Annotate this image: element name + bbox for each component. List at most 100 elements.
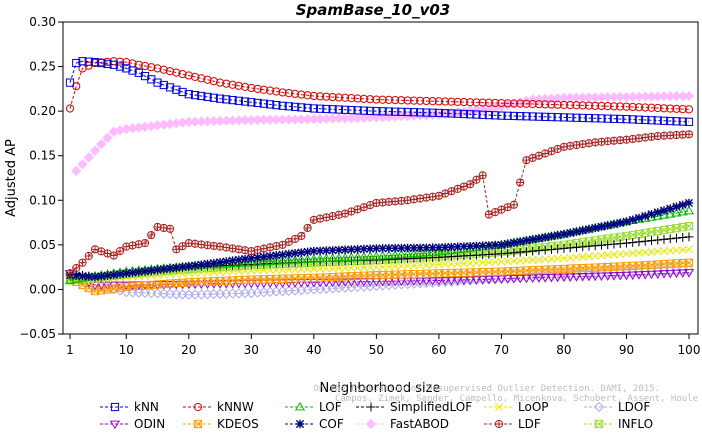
data-point-cof xyxy=(359,244,369,254)
data-point-cof xyxy=(315,246,325,256)
data-point-loop xyxy=(653,247,662,256)
data-point-knn xyxy=(247,98,256,107)
data-point-simplifiedlof xyxy=(634,237,644,247)
data-point-odin xyxy=(258,279,269,289)
data-point-simplifiedlof xyxy=(559,244,569,253)
data-point-odin xyxy=(658,270,670,279)
series-line-loop xyxy=(69,248,690,282)
data-point-knnw xyxy=(165,67,175,76)
legend-item-ldof: LDOF xyxy=(584,400,650,414)
data-point-cof xyxy=(234,255,244,265)
data-point-simplifiedlof xyxy=(540,245,550,255)
data-point-knn xyxy=(672,117,681,126)
data-point-cof xyxy=(440,243,450,252)
data-point-knnw xyxy=(459,97,469,107)
data-point-cof xyxy=(515,237,525,246)
data-point-lof xyxy=(396,249,407,259)
data-point-cof xyxy=(259,252,269,262)
data-point-odin xyxy=(602,272,613,281)
data-point-ldf xyxy=(541,149,549,158)
data-point-lof xyxy=(390,249,401,259)
data-point-lof xyxy=(421,247,432,257)
data-point-knn xyxy=(516,112,525,121)
data-point-loop xyxy=(416,261,425,270)
data-point-ldf xyxy=(66,269,74,277)
data-point-cof xyxy=(122,269,131,278)
data-point-cof xyxy=(340,245,350,254)
data-point-odin xyxy=(321,278,332,288)
data-point-odin xyxy=(671,269,682,279)
data-point-knn xyxy=(228,95,237,105)
data-point-odin xyxy=(683,269,695,278)
data-point-knnw xyxy=(547,100,556,109)
data-point-knn xyxy=(65,78,75,87)
data-point-simplifiedlof xyxy=(603,240,613,250)
data-point-ldf xyxy=(166,225,174,233)
data-point-odin xyxy=(615,271,626,281)
data-point-knn xyxy=(403,107,412,117)
data-point-knn xyxy=(641,115,650,125)
data-point-knnw xyxy=(422,96,431,106)
data-point-cof xyxy=(566,228,575,238)
data-point-odin xyxy=(596,272,607,282)
data-point-simplifiedlof xyxy=(640,236,650,246)
data-point-loop xyxy=(447,259,456,268)
data-point-odin xyxy=(496,275,507,284)
data-point-cof xyxy=(591,223,600,233)
data-point-odin xyxy=(471,276,482,285)
legend-label: LDOF xyxy=(618,400,650,414)
data-point-knn xyxy=(609,114,619,123)
data-point-knn xyxy=(559,113,569,122)
data-point-knn xyxy=(197,91,206,101)
data-point-cof xyxy=(659,206,669,215)
legend-marker xyxy=(109,420,121,430)
data-point-knn xyxy=(553,113,562,122)
data-point-cof xyxy=(365,244,375,253)
data-point-knnw xyxy=(328,92,337,102)
data-point-loop xyxy=(353,263,362,272)
data-point-ldf xyxy=(291,235,299,243)
data-point-odin xyxy=(590,272,601,282)
data-point-knn xyxy=(522,112,531,121)
data-point-knn xyxy=(453,109,462,118)
data-point-cof xyxy=(184,262,193,271)
data-point-odin xyxy=(546,273,557,283)
data-point-cof xyxy=(553,231,562,240)
data-point-knnw xyxy=(634,103,644,112)
data-point-simplifiedlof xyxy=(659,234,669,244)
data-point-knnw xyxy=(366,95,375,104)
data-point-lof xyxy=(283,255,294,264)
data-point-knnw xyxy=(209,77,218,86)
data-point-knnw xyxy=(253,84,262,93)
data-point-cof xyxy=(578,226,587,235)
data-point-ldf xyxy=(141,239,149,247)
data-point-loop xyxy=(428,260,437,269)
y-tick-label: 0.05 xyxy=(29,238,56,252)
series-fastabod xyxy=(71,90,695,176)
data-point-odin xyxy=(552,273,563,283)
data-point-odin xyxy=(346,278,357,287)
data-point-cof xyxy=(584,224,594,234)
data-point-knnw xyxy=(522,99,531,108)
data-point-simplifiedlof xyxy=(653,235,663,245)
data-point-knnw xyxy=(347,94,356,103)
x-tick-label: 100 xyxy=(678,343,701,357)
data-point-knn xyxy=(422,108,431,117)
series-knn xyxy=(65,57,694,126)
data-point-odin xyxy=(252,279,263,289)
data-point-knnw xyxy=(290,89,300,98)
data-point-cof xyxy=(628,215,637,225)
data-point-knnw xyxy=(441,97,450,106)
data-point-cof xyxy=(228,256,237,265)
data-point-odin xyxy=(108,281,119,291)
data-point-knn xyxy=(541,112,550,121)
data-point-cof xyxy=(397,243,406,253)
data-point-simplifiedlof xyxy=(503,248,513,258)
data-point-knnw xyxy=(472,98,481,107)
data-point-cof xyxy=(603,221,612,230)
data-point-fastabod xyxy=(83,152,94,163)
x-tick-label: 70 xyxy=(494,343,509,357)
data-point-cof xyxy=(622,217,631,226)
data-point-odin xyxy=(302,279,313,288)
legend-marker xyxy=(295,419,305,429)
